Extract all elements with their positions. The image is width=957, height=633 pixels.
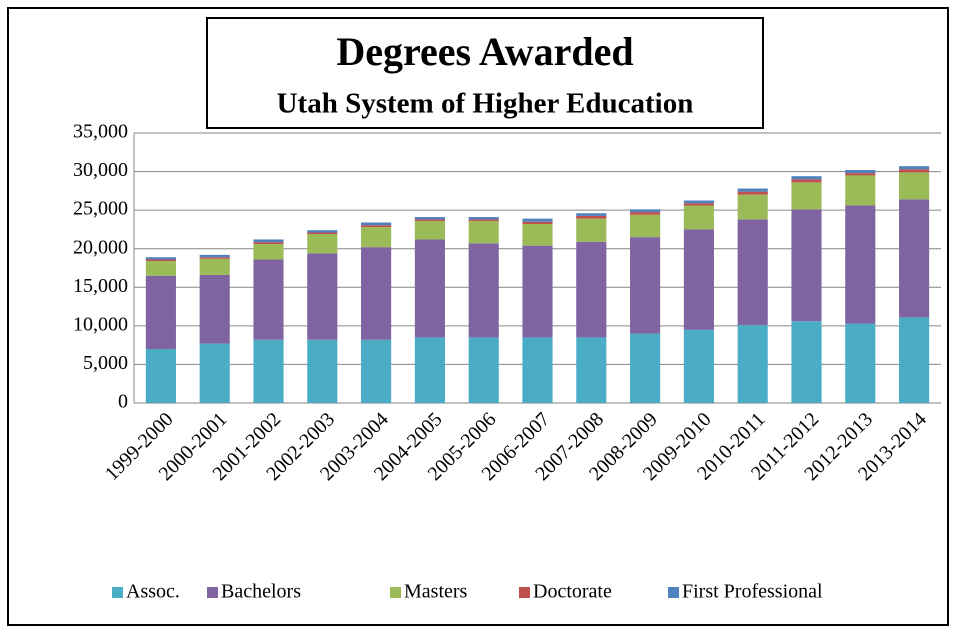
bar-segment [576, 218, 607, 242]
bar-segment [361, 222, 392, 226]
bar-segment [576, 241, 607, 338]
bar-segment [683, 203, 714, 206]
bar-segment [361, 227, 392, 248]
bar-segment [630, 237, 661, 334]
bar-segment [522, 245, 553, 338]
bar-segment [307, 232, 338, 235]
bar-segment [253, 239, 284, 243]
bar-segment [307, 230, 338, 233]
bar-segment [253, 259, 284, 340]
bar-segment [791, 179, 822, 183]
bar-segment [683, 329, 714, 403]
bar-segment [630, 209, 661, 213]
bar-segment [737, 325, 768, 403]
bar-segment [791, 321, 822, 403]
bar-segment [522, 221, 553, 225]
bar-segment [361, 247, 392, 340]
title-box [206, 17, 764, 129]
bar-segment [414, 220, 445, 240]
bar-segment [199, 274, 230, 344]
legend-swatch [668, 587, 679, 598]
bar-segment [899, 172, 930, 200]
y-tick-label: 15,000 [73, 275, 128, 297]
bar-segment [683, 229, 714, 330]
bar-segment [199, 258, 230, 275]
bar-segment [737, 191, 768, 195]
bar-segment [576, 337, 607, 403]
legend-label: Bachelors [221, 581, 301, 603]
legend-label: Masters [404, 581, 468, 603]
bar-segment [307, 234, 338, 254]
bar-segment [630, 333, 661, 403]
bar-segment [899, 317, 930, 403]
bar-segment [145, 259, 176, 262]
bar-segment [522, 218, 553, 222]
legend-swatch [112, 587, 123, 598]
bar-segment [468, 217, 499, 220]
bar-segment [899, 166, 930, 170]
bar-segment [199, 257, 230, 259]
y-tick-label: 10,000 [73, 313, 128, 335]
bar-segment [845, 173, 876, 176]
bar-segment [468, 220, 499, 244]
bar-segment [199, 343, 230, 403]
bar-segment [145, 349, 176, 403]
bar-segment [361, 339, 392, 403]
bar-segment [630, 212, 661, 215]
y-tick-label: 25,000 [73, 198, 128, 220]
bar-segment [845, 205, 876, 324]
bar-segment [522, 337, 553, 403]
bar-segment [683, 200, 714, 204]
bar-segment [145, 261, 176, 276]
bar-segment [630, 214, 661, 238]
bar-segment [199, 254, 230, 258]
bar-segment [576, 215, 607, 219]
legend-label: First Professional [682, 581, 823, 603]
bar-segment [845, 170, 876, 174]
y-tick-label: 0 [118, 391, 128, 413]
bar-segment [737, 194, 768, 220]
bar-segment [145, 275, 176, 349]
bar-segment [522, 224, 553, 246]
chart-subtitle: Utah System of Higher Education [277, 88, 694, 120]
legend-label: Doctorate [533, 581, 612, 603]
y-tick-label: 30,000 [73, 159, 128, 181]
chart-title: Degrees Awarded [336, 29, 633, 74]
bar-segment [576, 213, 607, 216]
bar-segment [791, 182, 822, 210]
y-tick-label: 20,000 [73, 236, 128, 258]
bar-segment [414, 239, 445, 338]
bar-segment [791, 176, 822, 180]
bar-segment [737, 188, 768, 192]
bar-segment [683, 205, 714, 230]
bar-segment [468, 219, 499, 221]
bar-segment [845, 323, 876, 403]
bar-segment [253, 339, 284, 403]
bar-segment [361, 225, 392, 228]
bar-segment [253, 244, 284, 260]
bar-segment [899, 199, 930, 318]
bar-segment [468, 337, 499, 403]
legend-swatch [390, 587, 401, 598]
legend-swatch [519, 587, 530, 598]
legend-label: Assoc. [126, 581, 180, 603]
bar-segment [468, 243, 499, 338]
bar-segment [899, 169, 930, 173]
bar-segment [307, 339, 338, 403]
bar-segment [845, 175, 876, 206]
bar-segment [737, 219, 768, 326]
y-tick-label: 35,000 [73, 121, 128, 143]
bar-segment [253, 242, 284, 245]
bar-segment [145, 257, 176, 260]
bar-segment [307, 253, 338, 340]
bar-segment [414, 217, 445, 220]
bar-segment [414, 219, 445, 221]
y-tick-label: 5,000 [83, 352, 128, 374]
bar-segment [414, 337, 445, 403]
legend-swatch [207, 587, 218, 598]
bar-segment [791, 209, 822, 322]
